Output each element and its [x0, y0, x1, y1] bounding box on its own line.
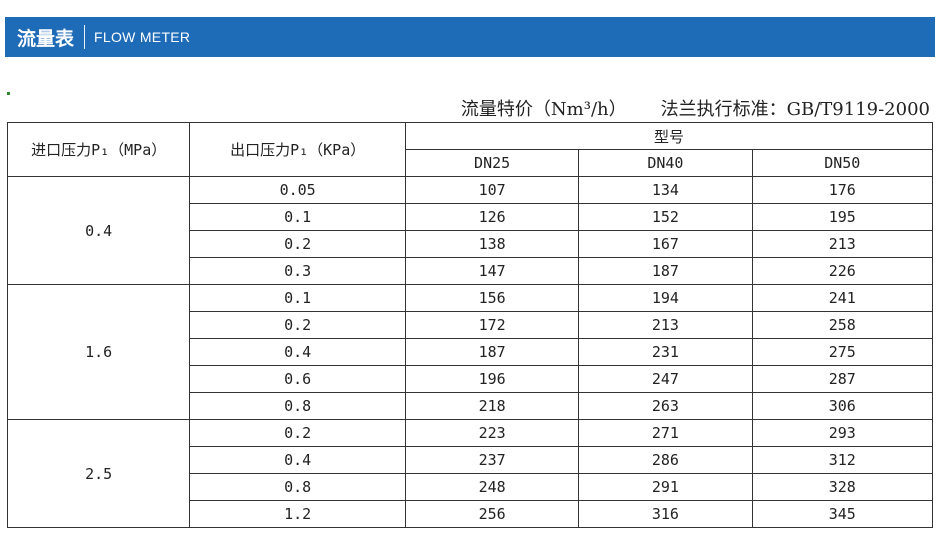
header-divider [84, 25, 86, 49]
flow-value-dn25: 218 [404, 392, 580, 420]
flow-value-dn50: 258 [751, 311, 934, 339]
caption-flow-unit: 流量特价（Nm³/h） [460, 99, 627, 120]
header-model-dn50: DN50 [751, 149, 934, 177]
outlet-pressure-cell: 0.8 [189, 392, 406, 420]
flow-value-dn25: 107 [404, 176, 580, 204]
header-inlet-pressure: 进口压力P₁（MPa） [6, 122, 191, 177]
flow-value-dn25: 223 [404, 419, 580, 447]
flow-value-dn50: 287 [751, 365, 934, 393]
flow-value-dn40: 187 [578, 257, 753, 285]
decorative-mark [7, 92, 10, 95]
flow-value-dn25: 147 [404, 257, 580, 285]
flow-value-dn40: 263 [578, 392, 753, 420]
flow-value-dn40: 194 [578, 284, 753, 312]
flow-value-dn40: 286 [578, 446, 753, 474]
flow-value-dn50: 293 [751, 419, 934, 447]
header-model: 型号 [404, 122, 934, 150]
flow-value-dn25: 172 [404, 311, 580, 339]
flow-value-dn40: 271 [578, 419, 753, 447]
flow-value-dn50: 306 [751, 392, 934, 420]
flow-value-dn25: 156 [404, 284, 580, 312]
outlet-pressure-cell: 1.2 [189, 500, 406, 528]
table-body: 0.4 0.05 107 134 176 0.1 126 152 195 0.2 138 167 213… [6, 176, 934, 528]
outlet-pressure-cell: 0.1 [189, 203, 406, 231]
outlet-pressure-cell: 0.2 [189, 230, 406, 258]
section-header-bar: 流量表 FLOW METER [5, 17, 935, 57]
flow-value-dn40: 231 [578, 338, 753, 366]
table-caption: 流量特价（Nm³/h） 法兰执行标准：GB/T9119-2000 [461, 95, 930, 121]
flow-value-dn40: 213 [578, 311, 753, 339]
flow-value-dn50: 275 [751, 338, 934, 366]
flow-value-dn25: 248 [404, 473, 580, 501]
section-title-en: FLOW METER [94, 29, 191, 45]
inlet-pressure-cell: 0.4 [6, 176, 191, 285]
table-row: 0.4 187 231 275 [8, 338, 934, 366]
flow-value-dn40: 316 [578, 500, 753, 528]
flow-value-dn50: 312 [751, 446, 934, 474]
table-row: 0.6 196 247 287 [8, 365, 934, 393]
section-title-cn: 流量表 [17, 27, 75, 50]
flow-value-dn50: 213 [751, 230, 934, 258]
table-row: 0.8 218 263 306 [8, 392, 934, 420]
table-row: 0.4 237 286 312 [8, 446, 934, 474]
table-row: 0.1 126 152 195 [8, 203, 934, 231]
flow-value-dn50: 176 [751, 176, 934, 204]
outlet-pressure-cell: 0.2 [189, 311, 406, 339]
flow-value-dn25: 126 [404, 203, 580, 231]
flow-value-dn50: 195 [751, 203, 934, 231]
flow-value-dn50: 328 [751, 473, 934, 501]
table-row: 1.6 0.1 156 194 241 [6, 284, 934, 420]
outlet-pressure-cell: 0.4 [189, 338, 406, 366]
inlet-pressure-cell: 2.5 [6, 419, 191, 528]
outlet-pressure-cell: 0.4 [189, 446, 406, 474]
table-row: 0.4 0.05 107 134 176 [6, 176, 934, 285]
flow-value-dn40: 152 [578, 203, 753, 231]
flow-value-dn50: 226 [751, 257, 934, 285]
header-model-dn40: DN40 [578, 149, 753, 177]
table-row: 0.2 172 213 258 [8, 311, 934, 339]
table-row: 2.5 0.2 223 271 293 [6, 419, 934, 528]
flow-value-dn40: 291 [578, 473, 753, 501]
flow-value-dn25: 256 [404, 500, 580, 528]
outlet-pressure-cell: 0.8 [189, 473, 406, 501]
flow-value-dn40: 247 [578, 365, 753, 393]
header-model-dn25: DN25 [404, 149, 580, 177]
flow-value-dn50: 345 [751, 500, 934, 528]
table-row: 0.2 138 167 213 [8, 230, 934, 258]
outlet-pressure-cell: 0.1 [189, 284, 406, 312]
outlet-pressure-cell: 0.2 [189, 419, 406, 447]
table-row: 0.3 147 187 226 [8, 257, 934, 285]
outlet-pressure-cell: 0.3 [189, 257, 406, 285]
caption-flange-standard: 法兰执行标准：GB/T9119-2000 [660, 99, 930, 120]
outlet-pressure-cell: 0.6 [189, 365, 406, 393]
flow-value-dn40: 134 [578, 176, 753, 204]
flow-value-dn25: 187 [404, 338, 580, 366]
inlet-pressure-cell: 1.6 [6, 284, 191, 420]
outlet-pressure-cell: 0.05 [189, 176, 406, 204]
header-outlet-pressure: 出口压力P₁（KPa） [189, 122, 406, 177]
flow-value-dn25: 237 [404, 446, 580, 474]
flow-value-dn40: 167 [578, 230, 753, 258]
table-row: 1.2 256 316 345 [8, 500, 934, 528]
flow-value-dn25: 196 [404, 365, 580, 393]
flow-spec-table: 进口压力P₁（MPa） 出口压力P₁（KPa） 型号 DN25 DN40 DN5… [6, 122, 934, 528]
flow-value-dn50: 241 [751, 284, 934, 312]
flow-value-dn25: 138 [404, 230, 580, 258]
